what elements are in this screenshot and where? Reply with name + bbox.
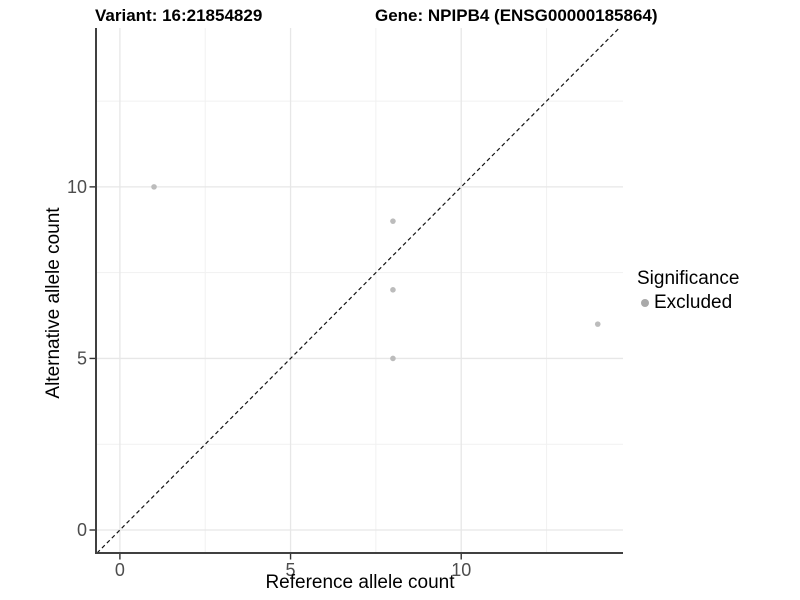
x-tick-label: 0 <box>115 560 125 580</box>
data-point-excluded <box>151 184 157 190</box>
identity-line <box>96 27 620 554</box>
data-point-excluded <box>390 287 396 293</box>
gene-title: Gene: NPIPB4 (ENSG00000185864) <box>375 6 658 25</box>
legend-title: Significance <box>637 268 740 289</box>
y-axis-title: Alternative allele count <box>43 207 64 399</box>
data-point-excluded <box>594 321 601 327</box>
legend-item-label: Excluded <box>654 292 733 313</box>
y-tick-label: 5 <box>77 348 87 368</box>
x-axis-title: Reference allele count <box>265 572 455 593</box>
y-tick-label: 0 <box>77 520 87 540</box>
data-point-excluded <box>390 218 396 224</box>
x-tick-label: 10 <box>451 560 471 580</box>
legend-item-excluded: Excluded <box>637 292 739 314</box>
data-point-excluded <box>390 355 396 362</box>
x-tick-label: 5 <box>286 560 296 580</box>
legend: Significance Excluded <box>637 268 739 314</box>
variant-title: Variant: 16:21854829 <box>95 6 263 25</box>
legend-point-icon <box>641 299 649 307</box>
y-tick-label: 10 <box>67 177 87 197</box>
